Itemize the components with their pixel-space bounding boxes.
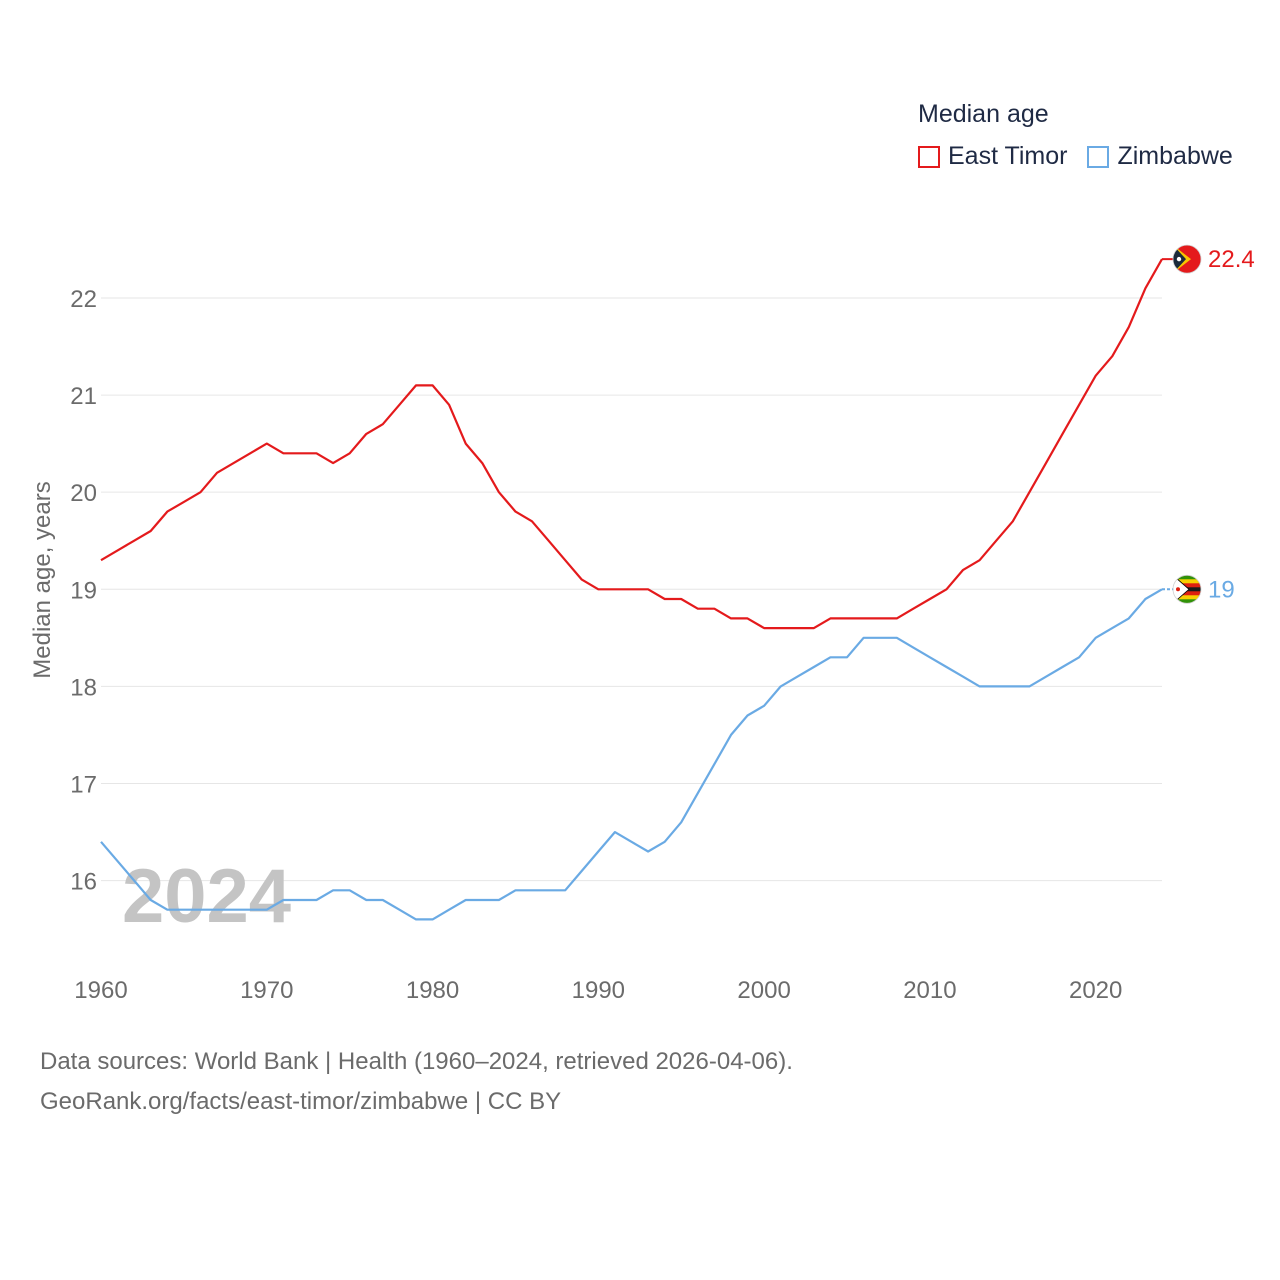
x-tick-label-1990: 1990 (572, 977, 625, 1004)
series-line-zimbabwe[interactable] (100, 588, 1163, 921)
series-line-east-timor[interactable] (100, 258, 1163, 630)
y-tick-label-17: 17 (70, 772, 97, 799)
legend-title: Median age (918, 100, 1049, 128)
y-tick-label-22: 22 (70, 286, 97, 313)
gridlines (101, 297, 1162, 882)
series-end-markers: 22.4 19 (1162, 244, 1255, 604)
legend-swatch-zimbabwe (1087, 145, 1110, 168)
y-tick-label-16: 16 (70, 869, 97, 896)
flag-zimbabwe-icon (1172, 574, 1202, 604)
x-tick-label-2010: 2010 (903, 977, 956, 1004)
legend-label-east-timor: East Timor (948, 142, 1068, 170)
series-lines (100, 258, 1163, 921)
y-tick-label-20: 20 (70, 480, 97, 507)
x-tick-label-2020: 2020 (1069, 977, 1122, 1004)
x-tick-label-2000: 2000 (737, 977, 790, 1004)
end-label-zimbabwe: 19 (1208, 576, 1235, 603)
y-tick-label-18: 18 (70, 674, 97, 701)
y-axis-label: Median age, years (29, 481, 56, 678)
footer-link[interactable]: GeoRank.org/facts/east-timor/zimbabwe | … (40, 1088, 562, 1115)
legend: East Timor Zimbabwe (918, 142, 1253, 171)
legend-item-east-timor[interactable]: East Timor (918, 142, 1067, 171)
x-tick-label-1980: 1980 (406, 977, 459, 1004)
y-tick-label-19: 19 (70, 577, 97, 604)
x-axis-ticks: 1960 1970 1980 1990 2000 2010 2020 (74, 977, 1122, 1004)
footer-sources: Data sources: World Bank | Health (1960–… (40, 1048, 793, 1075)
y-tick-label-21: 21 (70, 383, 97, 410)
legend-swatch-east-timor (918, 145, 940, 168)
year-watermark: 2024 (122, 854, 291, 939)
legend-item-zimbabwe[interactable]: Zimbabwe (1087, 142, 1233, 171)
x-tick-label-1970: 1970 (240, 977, 293, 1004)
flag-east-timor-icon (1172, 244, 1202, 274)
legend-label-zimbabwe: Zimbabwe (1117, 142, 1233, 170)
end-label-east-timor: 22.4 (1208, 246, 1255, 273)
footer: Data sources: World Bank | Health (1960–… (40, 1042, 793, 1122)
y-axis-ticks: 16 17 18 19 20 21 22 (70, 286, 97, 896)
x-tick-label-1960: 1960 (74, 977, 127, 1004)
